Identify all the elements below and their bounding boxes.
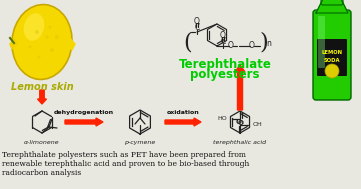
- Text: OH: OH: [253, 122, 263, 128]
- Text: oxidation: oxidation: [167, 110, 199, 115]
- Text: O: O: [194, 18, 200, 26]
- Text: (: (: [184, 31, 192, 53]
- Text: Terephthalate polyesters such as PET have been prepared from: Terephthalate polyesters such as PET hav…: [2, 151, 246, 159]
- Text: LEMON: LEMON: [321, 50, 343, 56]
- Text: HO: HO: [217, 116, 227, 122]
- Text: Terephthalate: Terephthalate: [179, 58, 271, 71]
- Text: terephthalic acid: terephthalic acid: [213, 140, 266, 145]
- Ellipse shape: [55, 35, 59, 39]
- Text: α-limonene: α-limonene: [24, 140, 60, 145]
- FancyArrow shape: [235, 65, 245, 110]
- Text: C: C: [194, 23, 200, 33]
- Ellipse shape: [48, 26, 52, 29]
- FancyBboxPatch shape: [313, 10, 351, 100]
- Text: renewable terephthalic acid and proven to be bio-based through: renewable terephthalic acid and proven t…: [2, 160, 249, 168]
- Ellipse shape: [35, 30, 39, 34]
- Ellipse shape: [45, 36, 48, 39]
- Text: O: O: [236, 119, 242, 125]
- Ellipse shape: [38, 56, 40, 59]
- Text: dehydrogenation: dehydrogenation: [54, 110, 114, 115]
- Text: C: C: [220, 37, 226, 46]
- FancyBboxPatch shape: [321, 0, 343, 5]
- Ellipse shape: [50, 48, 54, 52]
- Text: O: O: [220, 32, 226, 40]
- Ellipse shape: [12, 5, 72, 79]
- FancyArrow shape: [65, 118, 103, 126]
- Text: radiocarbon analysis: radiocarbon analysis: [2, 169, 81, 177]
- Text: polyesters: polyesters: [190, 68, 260, 81]
- Text: n: n: [266, 40, 271, 49]
- FancyArrow shape: [165, 118, 201, 126]
- Ellipse shape: [29, 46, 31, 49]
- Text: O: O: [249, 42, 255, 50]
- Text: p-cymene: p-cymene: [125, 140, 156, 145]
- FancyBboxPatch shape: [317, 39, 347, 76]
- FancyBboxPatch shape: [318, 16, 325, 68]
- Ellipse shape: [325, 64, 339, 78]
- Text: O: O: [228, 42, 234, 50]
- Text: ): ): [260, 31, 268, 53]
- Text: SODA: SODA: [324, 57, 340, 63]
- Polygon shape: [316, 0, 348, 13]
- Text: Lemon skin: Lemon skin: [10, 82, 73, 92]
- Ellipse shape: [24, 13, 44, 41]
- FancyArrow shape: [38, 90, 47, 104]
- Polygon shape: [67, 37, 75, 50]
- Polygon shape: [10, 39, 17, 49]
- Text: O: O: [238, 120, 244, 126]
